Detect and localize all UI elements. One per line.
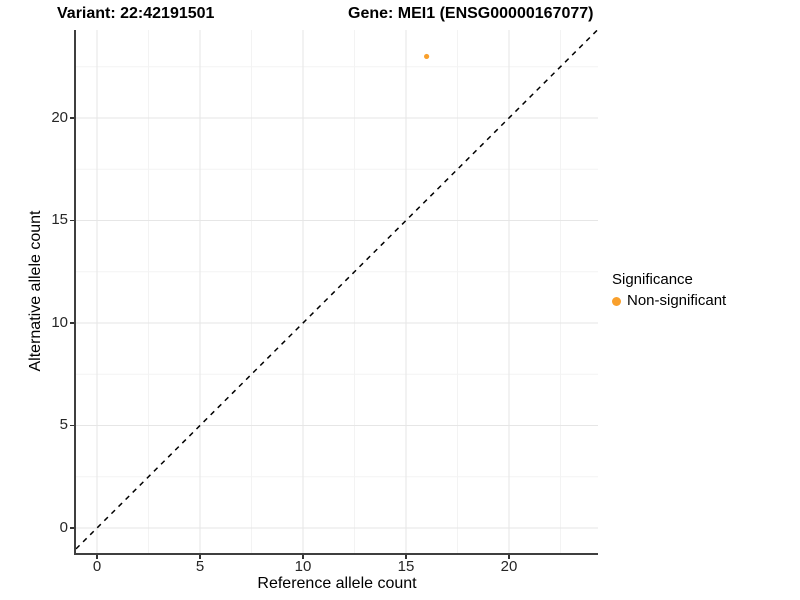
y-tick-mark xyxy=(70,322,74,324)
x-tick-label: 0 xyxy=(92,558,102,575)
y-tick-mark xyxy=(70,117,74,119)
y-tick-mark xyxy=(70,219,74,222)
y-tick-label: 15 xyxy=(51,211,68,229)
plot-canvas xyxy=(76,30,598,553)
legend-point-icon xyxy=(612,296,621,306)
legend-item-non-significant: Non-significant xyxy=(612,292,726,310)
y-tick-mark xyxy=(70,527,74,529)
plot-title-gene: Gene: MEI1 (ENSG00000167077) xyxy=(348,5,594,22)
x-tick-label: 5 xyxy=(195,558,205,575)
y-tick-mark xyxy=(70,424,74,427)
x-tick-label: 20 xyxy=(500,558,518,575)
identity-reference-line xyxy=(76,30,598,550)
y-tick-label: 0 xyxy=(59,518,68,536)
x-tick-label: 10 xyxy=(294,558,312,575)
y-tick-label: 5 xyxy=(59,416,68,434)
x-tick-mark xyxy=(199,555,201,559)
x-tick-mark xyxy=(508,555,510,559)
plot-panel xyxy=(74,30,598,555)
legend: Significance Non-significant xyxy=(612,271,726,310)
x-tick-mark xyxy=(96,555,98,559)
data-point xyxy=(424,53,430,60)
x-axis-title: Reference allele count xyxy=(257,575,417,592)
x-tick-mark xyxy=(405,555,407,559)
y-axis-title: Alternative allele count xyxy=(27,210,44,372)
x-tick-label: 15 xyxy=(397,558,415,575)
legend-title: Significance xyxy=(612,271,693,288)
y-tick-label: 10 xyxy=(51,313,68,331)
x-tick-mark xyxy=(302,555,304,559)
plot-title-variant: Variant: 22:42191501 xyxy=(57,5,215,22)
y-tick-label: 20 xyxy=(51,108,68,126)
legend-item-label: Non-significant xyxy=(627,292,727,309)
